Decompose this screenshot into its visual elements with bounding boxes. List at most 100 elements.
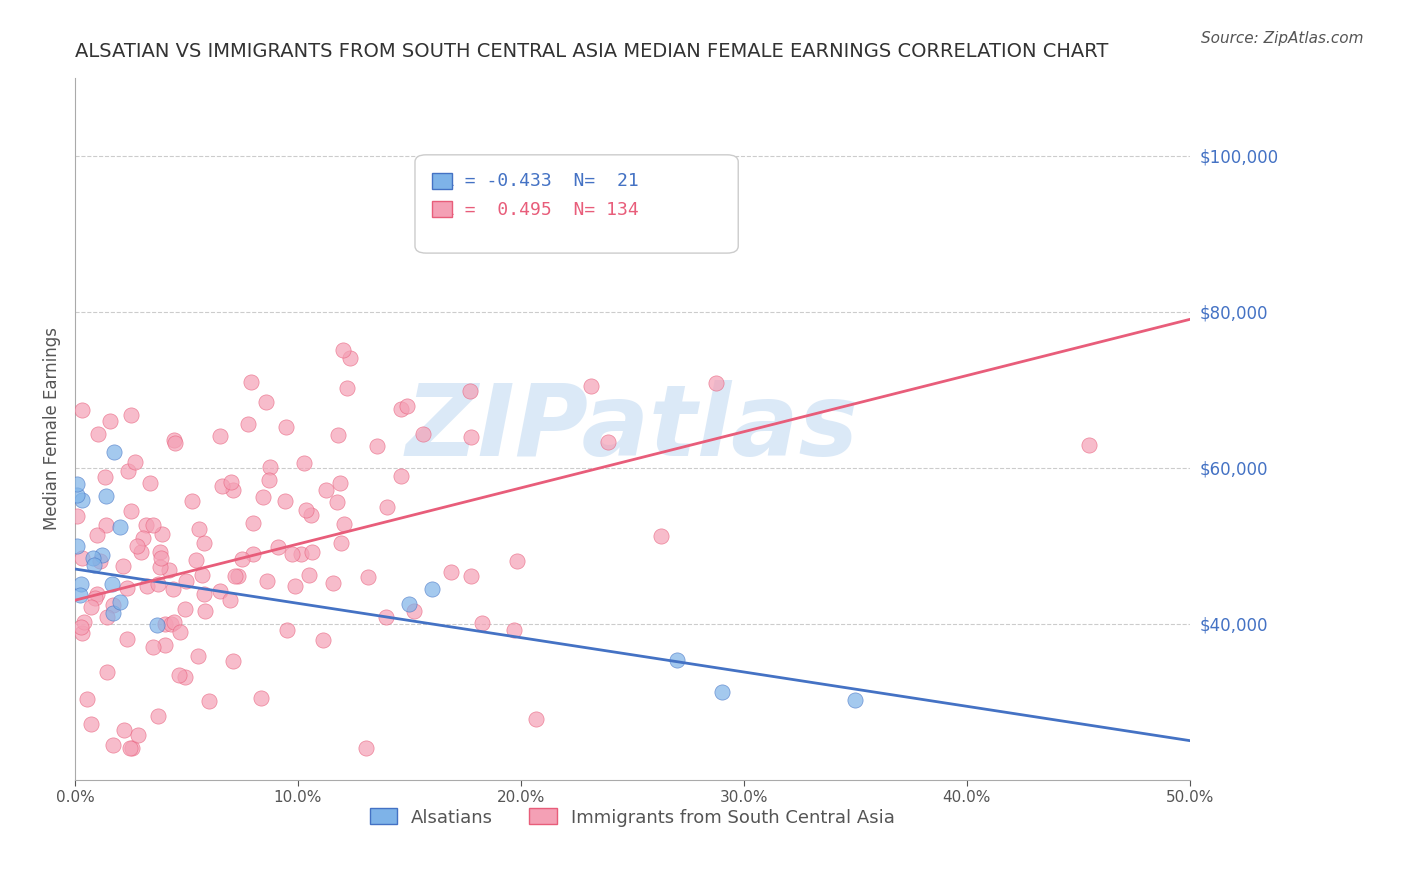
Point	[328, 427, 350, 442]
Point	[66, 488, 89, 502]
Point	[280, 548, 302, 562]
Point	[163, 435, 186, 450]
Point	[184, 552, 207, 566]
Point	[98, 414, 121, 428]
Point	[193, 535, 215, 549]
Point	[267, 540, 290, 554]
Point	[73, 615, 96, 630]
Point	[150, 527, 173, 541]
Text: Source: ZipAtlas.com: Source: ZipAtlas.com	[1201, 31, 1364, 46]
Point	[70, 625, 93, 640]
Point	[157, 563, 180, 577]
Y-axis label: Median Female Earnings: Median Female Earnings	[44, 327, 60, 530]
Point	[117, 464, 139, 478]
Text: R = -0.433  N=  21: R = -0.433 N= 21	[443, 172, 638, 191]
Point	[333, 517, 356, 532]
Point	[132, 531, 155, 545]
Point	[412, 426, 434, 441]
Point	[254, 394, 277, 409]
Point	[312, 632, 335, 647]
Point	[256, 574, 278, 588]
Point	[704, 376, 727, 391]
Point	[375, 500, 398, 515]
Point	[194, 604, 217, 618]
Point	[298, 568, 321, 582]
Point	[118, 741, 141, 756]
Point	[66, 477, 89, 491]
Point	[197, 694, 219, 708]
Point	[502, 624, 524, 638]
Point	[329, 475, 352, 490]
Point	[142, 640, 165, 654]
Point	[231, 552, 253, 566]
Point	[330, 536, 353, 550]
Point	[103, 598, 125, 612]
Point	[326, 495, 349, 509]
Point	[579, 378, 602, 392]
Point	[101, 577, 124, 591]
Point	[96, 665, 118, 679]
Point	[103, 607, 125, 621]
Point	[299, 508, 322, 523]
Point	[440, 565, 463, 579]
Point	[80, 717, 103, 731]
Point	[402, 604, 425, 618]
Point	[224, 569, 246, 583]
Point	[115, 581, 138, 595]
Point	[108, 595, 131, 609]
Point	[163, 434, 186, 448]
Point	[650, 529, 672, 543]
Point	[249, 691, 271, 706]
Point	[94, 489, 117, 503]
Point	[167, 668, 190, 682]
Point	[219, 593, 242, 607]
Point	[665, 653, 688, 667]
Point	[69, 587, 91, 601]
Point	[150, 550, 173, 565]
Point	[101, 738, 124, 752]
Point	[460, 384, 482, 399]
Point	[460, 569, 482, 583]
Point	[66, 539, 89, 553]
Point	[112, 559, 135, 574]
Point	[211, 479, 233, 493]
Point	[80, 600, 103, 615]
Point	[121, 741, 143, 756]
Point	[162, 582, 184, 596]
Point	[125, 539, 148, 553]
Point	[87, 427, 110, 442]
Text: R =  0.495  N= 134: R = 0.495 N= 134	[443, 201, 638, 219]
Point	[398, 597, 420, 611]
Point	[153, 638, 176, 652]
Point	[149, 545, 172, 559]
Point	[209, 428, 232, 442]
Point	[96, 517, 118, 532]
Point	[209, 584, 232, 599]
Point	[66, 509, 89, 524]
Point	[82, 551, 104, 566]
Point	[336, 381, 359, 395]
Point	[117, 632, 139, 647]
Point	[96, 610, 118, 624]
Point	[70, 403, 93, 417]
Point	[174, 670, 197, 684]
Point	[191, 568, 214, 582]
Point	[153, 616, 176, 631]
Point	[136, 579, 159, 593]
FancyBboxPatch shape	[415, 155, 738, 253]
Point	[112, 723, 135, 737]
Text: ALSATIAN VS IMMIGRANTS FROM SOUTH CENTRAL ASIA MEDIAN FEMALE EARNINGS CORRELATIO: ALSATIAN VS IMMIGRANTS FROM SOUTH CENTRA…	[75, 42, 1108, 61]
Point	[148, 576, 170, 591]
Point	[131, 544, 153, 558]
Point	[149, 560, 172, 574]
Point	[259, 459, 281, 474]
Text: ZIPatlas: ZIPatlas	[406, 380, 859, 477]
Point	[219, 475, 242, 490]
Point	[375, 610, 398, 624]
Point	[357, 570, 380, 584]
Point	[292, 456, 315, 470]
Point	[187, 648, 209, 663]
Point	[257, 473, 280, 487]
Point	[354, 741, 377, 756]
Point	[222, 654, 245, 668]
